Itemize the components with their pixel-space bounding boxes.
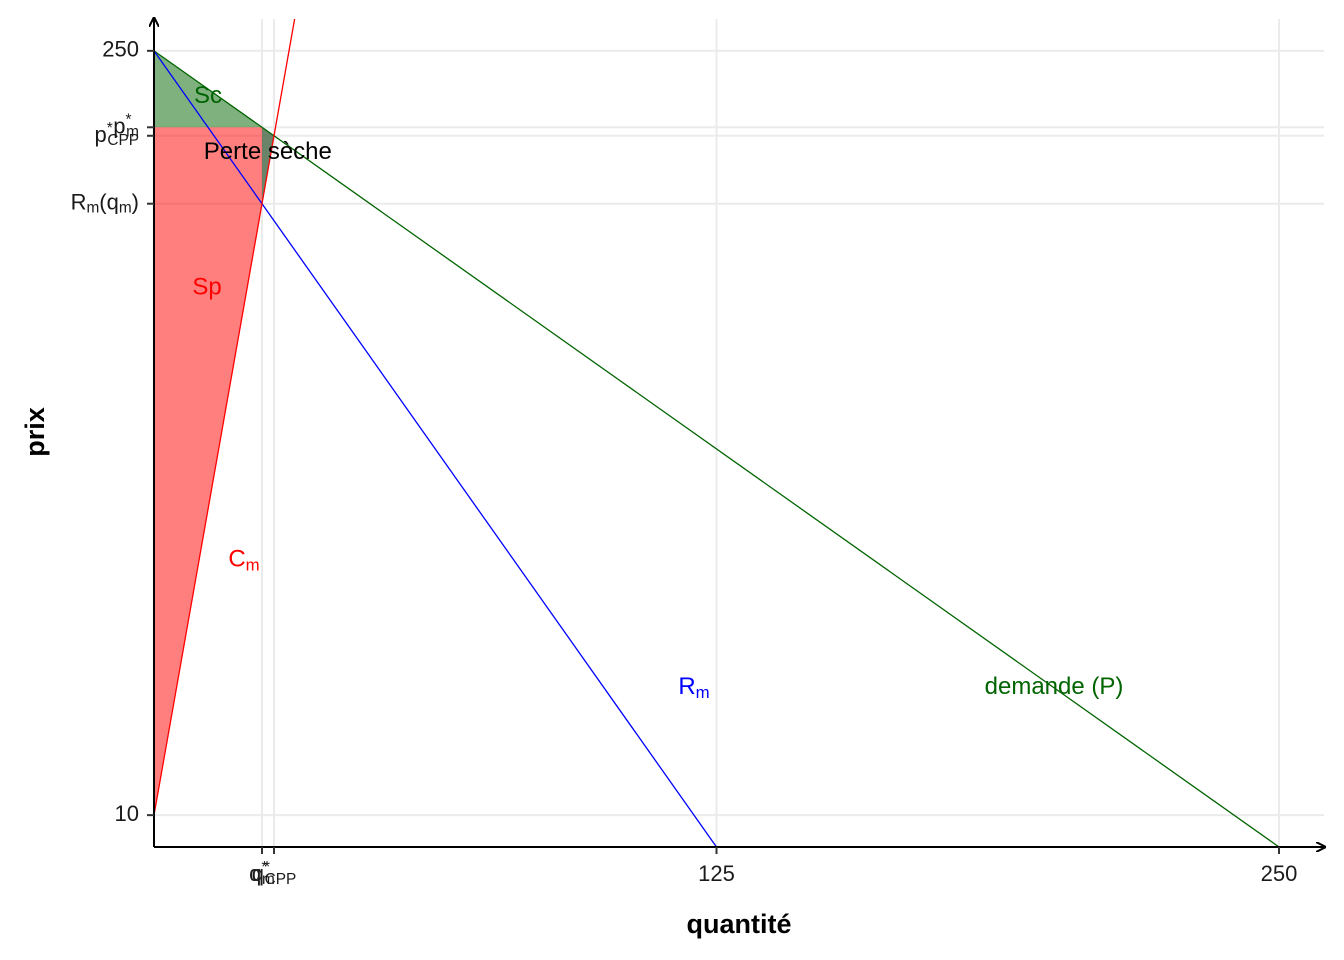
label-sub: CPP [107, 132, 139, 149]
y-tick-label: Rm(qm) [71, 190, 139, 218]
label-sup: * [107, 120, 113, 137]
label-sub: m [246, 556, 260, 575]
label-sup: * [126, 112, 132, 129]
label-text: q [249, 861, 261, 886]
line [154, 50, 1280, 847]
label-sub: CPP [265, 871, 297, 888]
y-axis-title: prix [20, 407, 50, 457]
annotation: Rm [678, 673, 709, 702]
label-text: q [252, 861, 264, 886]
annotation: Cm [228, 546, 259, 575]
annotation: Sp [192, 274, 221, 301]
label-sup: * [264, 859, 270, 876]
label-text: Sc [194, 82, 222, 109]
x-tick-label: q* CPP [252, 859, 297, 888]
label-text: Sp [192, 274, 221, 301]
y-tick-label: p* m [113, 112, 139, 141]
x-tick-label: 125 [698, 861, 735, 886]
area [154, 127, 262, 816]
annotation: demande (P) [985, 673, 1124, 700]
label-sub: m [262, 871, 275, 888]
label-text: Perte sèche [204, 138, 332, 165]
y-tick-label: p* CPP [94, 120, 139, 149]
x-tick-label: q* m [249, 859, 275, 888]
label-sub: m [119, 200, 132, 217]
annotation: Sc [194, 82, 222, 109]
label-text: (q [99, 190, 119, 215]
line [154, 18, 296, 816]
label-sub: m [86, 200, 99, 217]
annotation: Perte sèche [204, 138, 332, 165]
line [154, 50, 718, 847]
label-sub: m [696, 683, 710, 702]
lines [154, 18, 1280, 847]
label-text: p [94, 122, 106, 147]
label-text: demande (P) [985, 673, 1124, 700]
label-text: R [71, 190, 87, 215]
label-text: R [678, 673, 695, 700]
x-axis-title: quantité [687, 909, 792, 939]
label-text: C [228, 546, 245, 573]
label-text: ) [132, 190, 139, 215]
y-tick-label: 10 [115, 801, 139, 826]
areas [154, 50, 275, 816]
label-sub: m [126, 124, 139, 141]
y-tick-label: 250 [102, 37, 139, 62]
label-sup: * [261, 859, 267, 876]
x-tick-label: 250 [1261, 861, 1298, 886]
label-text: p [113, 113, 125, 138]
